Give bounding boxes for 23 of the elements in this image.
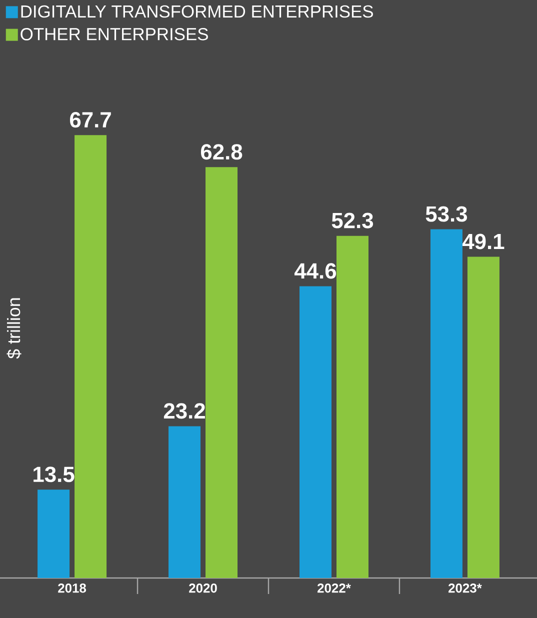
data-label: 44.6 [294, 263, 336, 279]
bar [206, 167, 238, 578]
bar [430, 229, 462, 578]
bar [74, 135, 107, 578]
x-tick-label: 2018 [58, 584, 86, 593]
bar [168, 426, 201, 578]
data-label: 67.7 [70, 112, 111, 128]
data-label: 52.3 [332, 212, 374, 228]
y-axis-title: $ trillion [6, 298, 22, 359]
bar [299, 286, 332, 578]
data-label: 13.5 [34, 466, 74, 482]
data-label: 23.2 [164, 403, 205, 419]
bar [467, 256, 500, 578]
x-tick-label: 2022* [318, 584, 351, 593]
bar [336, 236, 368, 578]
data-label: 53.3 [426, 206, 468, 222]
x-tick-label: 2020 [189, 584, 217, 593]
data-label: 62.8 [200, 144, 242, 160]
x-tick-label: 2023* [448, 584, 482, 593]
bar [38, 490, 70, 578]
legend-label: DIGITALLY TRANSFORMED ENTERPRISES [21, 5, 373, 18]
legend-label: OTHER ENTERPRISES [20, 28, 208, 40]
data-label: 49.1 [462, 234, 504, 250]
